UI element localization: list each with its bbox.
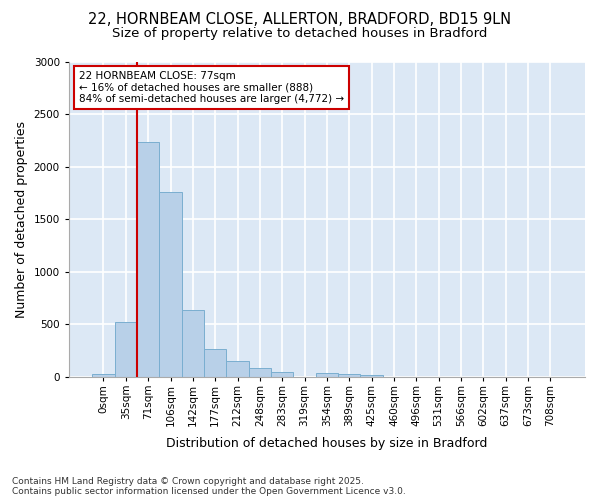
Bar <box>226 361 249 377</box>
Text: 22, HORNBEAM CLOSE, ALLERTON, BRADFORD, BD15 9LN: 22, HORNBEAM CLOSE, ALLERTON, BRADFORD, … <box>88 12 512 28</box>
Bar <box>204 350 226 377</box>
Y-axis label: Number of detached properties: Number of detached properties <box>15 120 28 318</box>
Text: 22 HORNBEAM CLOSE: 77sqm
← 16% of detached houses are smaller (888)
84% of semi-: 22 HORNBEAM CLOSE: 77sqm ← 16% of detach… <box>79 71 344 104</box>
X-axis label: Distribution of detached houses by size in Bradford: Distribution of detached houses by size … <box>166 437 488 450</box>
Text: Contains HM Land Registry data © Crown copyright and database right 2025.
Contai: Contains HM Land Registry data © Crown c… <box>12 476 406 496</box>
Bar <box>137 142 160 377</box>
Bar <box>115 322 137 377</box>
Bar <box>338 374 361 377</box>
Bar <box>316 373 338 377</box>
Bar <box>92 374 115 377</box>
Bar <box>182 310 204 377</box>
Text: Size of property relative to detached houses in Bradford: Size of property relative to detached ho… <box>112 28 488 40</box>
Bar <box>249 368 271 377</box>
Bar <box>361 374 383 377</box>
Bar <box>271 372 293 377</box>
Bar <box>160 192 182 377</box>
